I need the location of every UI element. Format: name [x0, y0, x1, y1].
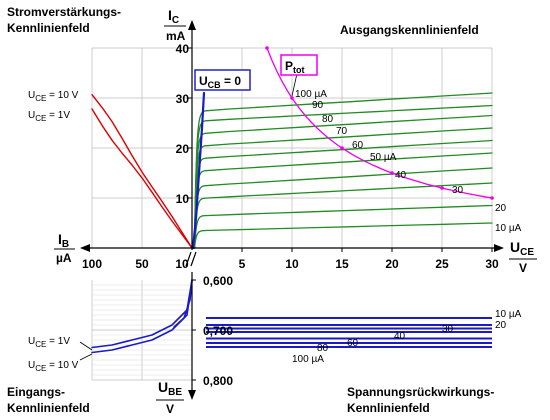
uce-axis-arrow	[494, 244, 504, 252]
ube-tick-label: 0,700	[203, 324, 233, 338]
uce-tick-label: 30	[485, 257, 499, 271]
output-series-label: 100 µA	[295, 89, 327, 100]
ib-tick-label: 10	[175, 257, 189, 271]
q3-uce10-label: UCE = 10 V	[28, 360, 79, 373]
uce-tick-label: 10	[285, 257, 299, 271]
output-curve	[193, 204, 493, 249]
feedback-series-label: 30	[442, 324, 454, 335]
uce-tick-label: 15	[335, 257, 349, 271]
ic-tick-label: 40	[176, 42, 190, 56]
ucb0-curve	[191, 91, 206, 250]
q3-uce1-label: UCE = 1V	[28, 336, 70, 349]
ptot-label: Ptot	[285, 59, 305, 75]
q3-uce1-leader	[79, 341, 93, 351]
ube-axis-arrow	[188, 390, 196, 400]
ib-axis-arrow	[80, 244, 90, 252]
q4-title-line1: Spannungsrückwirkungs-	[347, 385, 494, 399]
gain-line	[91, 93, 193, 249]
output-series-label: 20	[495, 203, 507, 214]
uce-tick-label: 20	[385, 257, 399, 271]
uce-tick-label: 25	[435, 257, 449, 271]
uce-axis-unit: V	[519, 261, 527, 275]
ucb0-label: UCB = 0	[199, 74, 241, 90]
input-curve-knee	[173, 279, 193, 328]
ib-axis-label: IB	[58, 231, 69, 250]
ube-axis-label: UBE	[158, 379, 182, 398]
q3-uce10-leader	[79, 353, 93, 361]
ube-tick-label: 0,800	[203, 374, 233, 388]
ptot-label-box	[280, 54, 318, 76]
ic-axis-unit: mA	[166, 29, 186, 43]
output-curve	[193, 222, 493, 249]
output-curve	[193, 139, 493, 249]
input-curve	[91, 279, 193, 354]
ib-axis-unit: µA	[56, 251, 72, 265]
q3-title-line2: Kennlinienfeld	[7, 401, 90, 415]
feedback-series-label: 80	[317, 343, 329, 354]
feedback-series-label: 10 µA	[495, 309, 522, 320]
ube-axis-unit: V	[166, 402, 174, 416]
q3-title-line1: Eingangs-	[7, 385, 65, 399]
q2-title-line2: Kennlinienfeld	[7, 21, 90, 35]
grid	[91, 47, 493, 381]
q2-title-line1: Stromverstärkungs-	[7, 5, 121, 19]
output-series-label: 70	[336, 126, 348, 137]
ptot-point	[265, 46, 269, 50]
ptot-point	[340, 146, 344, 150]
output-series-label: 80	[322, 114, 334, 125]
output-series-label: 40	[395, 170, 407, 181]
output-series-label: 30	[452, 185, 464, 196]
uce-tick-label: 5	[239, 257, 246, 271]
output-series-label: 10 µA	[495, 223, 522, 234]
ube-tick-label: 0,600	[203, 274, 233, 288]
ib-tick-label: 50	[135, 257, 149, 271]
output-curve	[193, 182, 493, 249]
ptot-curve	[266, 47, 493, 199]
output-series-label: 60	[352, 140, 364, 151]
q2-uce1-label: UCE = 1V	[28, 110, 70, 123]
ptot-point	[440, 186, 444, 190]
q4-title-line2: Kennlinienfeld	[347, 401, 430, 415]
ic-tick-label: 30	[176, 92, 190, 106]
uce-axis-label: UCE	[510, 239, 534, 258]
q1-title: Ausgangskennlinienfeld	[340, 23, 479, 37]
output-curve	[193, 152, 493, 249]
feedback-series-label: 100 µA	[292, 354, 324, 365]
ic-axis-label: IC	[168, 7, 179, 26]
output-series-label: 90	[312, 100, 324, 111]
output-curve	[193, 167, 493, 249]
output-curve	[193, 127, 493, 249]
ib-tick-label: 100	[82, 257, 102, 271]
curves	[91, 46, 494, 354]
ptot-point	[390, 171, 394, 175]
ticks: 5 10 15 20 25 30 10 20 30 40 100 50 10 0,600 0,700 0,80…	[82, 42, 499, 388]
axis-break-marks	[185, 251, 197, 267]
q2-uce10-label: UCE = 10 V	[28, 90, 79, 103]
ic-tick-label: 10	[176, 192, 190, 206]
ucb0-label-box	[194, 69, 251, 91]
gain-line	[91, 108, 193, 249]
feedback-series-label: 60	[347, 338, 359, 349]
ptot-point	[490, 196, 494, 200]
ptot-point	[290, 96, 294, 100]
feedback-series-label: 20	[495, 320, 507, 331]
feedback-series-label: 40	[394, 331, 406, 342]
output-series-label: 50 µA	[370, 152, 397, 163]
ic-axis-arrow	[188, 20, 196, 30]
ic-tick-label: 20	[176, 142, 190, 156]
